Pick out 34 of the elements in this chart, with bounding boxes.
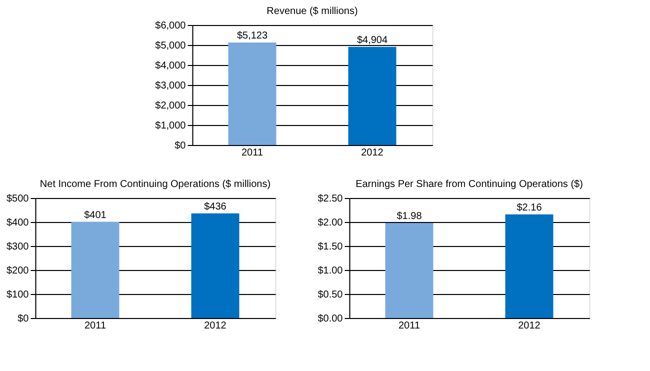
y-tick-label: $1,000 [155, 120, 186, 132]
y-tick-label: $500 [6, 194, 30, 204]
y-tick-label: $0.50 [318, 290, 344, 300]
y-tick-label: $1.50 [318, 242, 344, 252]
y-tick-label: $3,000 [155, 80, 186, 92]
x-tick-label: 2011 [398, 320, 420, 332]
y-tick-label: $2.50 [318, 194, 344, 204]
x-tick-label: 2012 [204, 320, 227, 332]
y-tick-label: $0 [174, 140, 186, 152]
y-tick-label: $6,000 [155, 20, 186, 32]
data-label: $5,123 [236, 30, 268, 42]
x-tick-label: 2011 [84, 320, 106, 332]
y-tick-label: $1.00 [318, 266, 344, 276]
y-tick-label: $0.00 [318, 314, 344, 324]
y-tick-label: $100 [6, 290, 30, 300]
y-tick-label: $4,000 [155, 60, 186, 72]
y-tick-label: $2,000 [155, 100, 186, 112]
y-tick-label: $300 [6, 242, 30, 252]
y-tick-label: $5,000 [155, 40, 186, 52]
x-tick-label: 2011 [241, 148, 264, 158]
chart-title: Revenue ($ millions) [266, 6, 358, 17]
chart-title: Earnings Per Share from Continuing Operations ($) [356, 179, 583, 190]
data-label: $1.98 [396, 210, 422, 222]
data-label: $436 [204, 201, 227, 212]
y-tick-label: $400 [6, 218, 30, 228]
x-tick-label: 2012 [361, 148, 384, 158]
data-label: $401 [84, 210, 107, 221]
y-tick-label: $2.00 [318, 218, 344, 228]
y-tick-label: $0 [18, 314, 30, 324]
data-label: $4,904 [356, 34, 388, 46]
x-tick-label: 2012 [518, 320, 541, 332]
y-tick-label: $200 [6, 266, 30, 276]
chart-title: Net Income From Continuing Operations ($ millions) [40, 179, 271, 190]
data-label: $2.16 [516, 202, 542, 214]
